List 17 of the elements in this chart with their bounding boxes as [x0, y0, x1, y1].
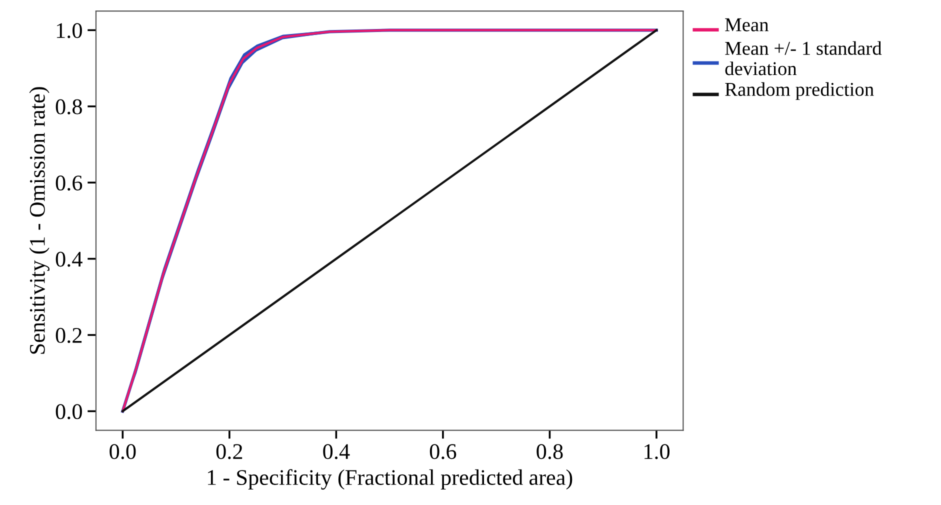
y-tick-label: 0.4 — [56, 252, 82, 267]
x-tick-label: 1.0 — [644, 444, 670, 460]
x-tick-label: 0.2 — [216, 444, 242, 460]
y-tick-label: 1.0 — [56, 23, 82, 38]
x-tick-label: 0.4 — [323, 444, 350, 460]
x-tick-label: 0.0 — [110, 444, 136, 460]
y-tick-label: 0.6 — [56, 176, 82, 191]
y-tick-label: 0.8 — [56, 99, 82, 114]
y-tick-label: 0.2 — [56, 328, 82, 344]
legend-label: Random prediction — [725, 82, 874, 100]
legend-label: Mean +/- 1 standard deviation — [725, 41, 882, 76]
y-tick-label: 0.0 — [56, 404, 82, 420]
x-axis-title: 1 - Specificity (Fractional predicted area) — [208, 469, 572, 490]
y-axis-title: Sensitivity (1 - Omission rate) — [29, 87, 50, 354]
x-tick-label: 0.8 — [536, 444, 563, 460]
x-tick-label: 0.6 — [430, 444, 456, 460]
legend-label: Mean — [725, 18, 769, 32]
